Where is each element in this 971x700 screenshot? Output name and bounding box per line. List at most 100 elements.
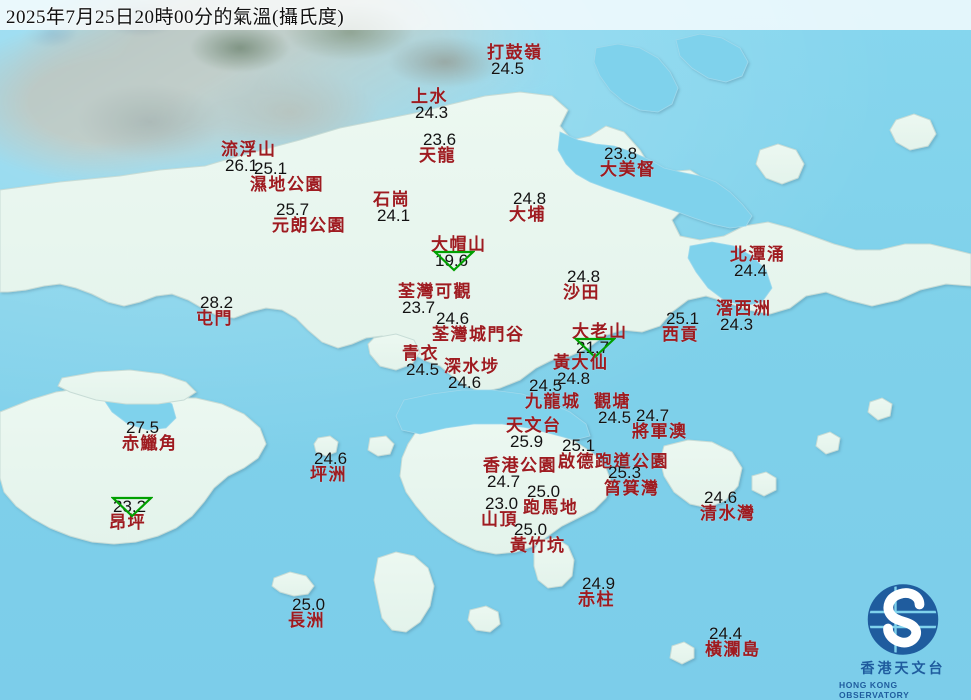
- station-name: 山頂: [481, 510, 518, 529]
- lamma-island: [373, 551, 435, 633]
- station-name: 深水埗: [444, 357, 500, 376]
- station-temperature-value: 23.7: [402, 298, 436, 317]
- station-name: 赤鱲角: [122, 434, 178, 453]
- station-name: 九龍城: [525, 392, 581, 411]
- station-temperature-value: 24.8: [557, 369, 591, 388]
- hei-ling-chau-island: [367, 435, 395, 457]
- station-marker: 24.8 大埔: [509, 190, 546, 223]
- station-name: 滘西洲: [716, 299, 772, 318]
- station-temperature-value: 24.8: [513, 189, 547, 208]
- po-toi-island: [467, 605, 501, 633]
- station-name: 筲箕灣: [604, 479, 660, 498]
- station-marker: 27.5 赤鱲角: [122, 419, 178, 452]
- station-marker: 天文台 25.9: [506, 417, 562, 450]
- plover-cove-water: [593, 43, 679, 113]
- station-name: 青衣: [402, 344, 439, 363]
- station-temperature-value: 24.9: [582, 574, 616, 593]
- station-temperature-value: 24.8: [567, 267, 601, 286]
- station-marker: 大老山 21.7: [572, 323, 628, 356]
- station-temperature-value: 24.6: [448, 373, 482, 392]
- station-name: 沙田: [563, 283, 600, 302]
- station-marker: 24.7 將軍澳: [632, 407, 688, 440]
- station-temperature-value: 24.3: [415, 103, 449, 122]
- station-marker: 滘西洲 24.3: [716, 300, 772, 333]
- station-name: 大埔: [509, 205, 546, 224]
- station-name: 大美督: [600, 160, 656, 179]
- station-marker: 23.2 昂坪: [109, 498, 146, 531]
- station-name: 跑馬地: [523, 498, 579, 517]
- station-marker: 23.0 山頂: [481, 495, 518, 528]
- waglan-island: [669, 641, 695, 665]
- station-name: 清水灣: [700, 504, 756, 523]
- station-temperature-value: 24.1: [377, 206, 411, 225]
- station-temperature-value: 24.7: [636, 406, 670, 425]
- station-marker: 黃大仙 24.8: [553, 354, 609, 387]
- station-name: 上水: [411, 87, 448, 106]
- station-name: 橫瀾島: [705, 640, 761, 659]
- station-temperature-value: 25.0: [292, 595, 326, 614]
- station-temperature-value: 23.8: [604, 144, 638, 163]
- station-name: 荃灣城門谷: [432, 325, 525, 344]
- station-temperature-value: 25.1: [666, 309, 700, 328]
- victoria-harbour: [395, 389, 591, 441]
- station-temperature-value: 25.0: [514, 520, 548, 539]
- chek-lap-kok-airport: [57, 369, 197, 405]
- station-marker: 23.8 大美督: [600, 145, 656, 178]
- station-temperature-value: 25.1: [254, 159, 288, 178]
- station-marker: 28.2 屯門: [196, 294, 233, 327]
- title-bar: 2025年7月25日20時00分的氣溫(攝氏度): [0, 0, 971, 30]
- station-marker: 24.4 橫瀾島: [705, 625, 761, 658]
- station-marker: 石崗 24.1: [373, 191, 410, 224]
- tsing-yi-island: [367, 333, 421, 371]
- station-marker: 25.0 長洲: [288, 596, 325, 629]
- station-temperature-value: 19.6: [435, 251, 469, 270]
- hko-logo: 香港天文台 HONG KONG OBSERVATORY: [839, 582, 967, 700]
- station-name: 黃竹坑: [510, 536, 566, 555]
- station-marker: 25.1 啟德跑道公園: [558, 437, 669, 470]
- station-name: 赤柱: [578, 590, 615, 609]
- starling-inlet-water: [675, 33, 749, 83]
- station-marker: 24.9 赤柱: [578, 575, 615, 608]
- station-temperature-value: 24.5: [491, 59, 525, 78]
- station-temperature-value: 23.6: [423, 130, 457, 149]
- station-temperature-value: 24.5: [598, 408, 632, 427]
- station-marker: 25.1 濕地公園: [250, 160, 324, 193]
- station-marker: 上水 24.3: [411, 88, 448, 121]
- station-name: 元朗公園: [272, 216, 346, 235]
- station-marker: 24.6 清水灣: [700, 489, 756, 522]
- small-island-ne-1: [867, 397, 893, 421]
- station-temperature-value: 27.5: [126, 418, 160, 437]
- station-name: 西貢: [662, 325, 699, 344]
- station-marker: 打鼓嶺 24.5: [487, 44, 543, 77]
- station-name: 香港公園: [483, 456, 557, 475]
- station-name: 坪洲: [310, 465, 347, 484]
- station-temperature-value: 25.7: [276, 200, 310, 219]
- station-marker: 25.1 西貢: [662, 310, 699, 343]
- station-name: 昂坪: [109, 513, 146, 532]
- station-name: 啟德跑道公園: [558, 452, 669, 471]
- station-name: 觀塘: [594, 392, 631, 411]
- station-temperature-value: 25.3: [608, 463, 642, 482]
- station-temperature-value: 24.3: [720, 315, 754, 334]
- station-temperature-value: 24.6: [436, 309, 470, 328]
- station-name: 長洲: [288, 611, 325, 630]
- station-name: 流浮山: [221, 140, 277, 159]
- station-temperature-value: 25.0: [527, 482, 561, 501]
- station-temperature-value: 24.5: [406, 360, 440, 379]
- station-temperature-value: 24.4: [709, 624, 743, 643]
- station-marker: 深水埗 24.6: [444, 358, 500, 391]
- station-marker: 25.0 黃竹坑: [510, 521, 566, 554]
- station-name: 屯門: [196, 309, 233, 328]
- station-name: 大帽山: [431, 235, 487, 254]
- station-temperature-value: 24.6: [704, 488, 738, 507]
- hko-logo-name-zh: 香港天文台: [860, 662, 946, 677]
- station-marker: 荃灣可觀 23.7: [398, 283, 472, 316]
- station-marker: 青衣 24.5: [402, 345, 439, 378]
- hko-logo-icon: [867, 584, 939, 655]
- station-marker: 北潭涌 24.4: [730, 246, 786, 279]
- station-temperature-value: 25.1: [562, 436, 596, 455]
- station-name: 石崗: [373, 190, 410, 209]
- station-temperature-value: 24.7: [487, 472, 521, 491]
- station-marker: 25.3 筲箕灣: [604, 464, 660, 497]
